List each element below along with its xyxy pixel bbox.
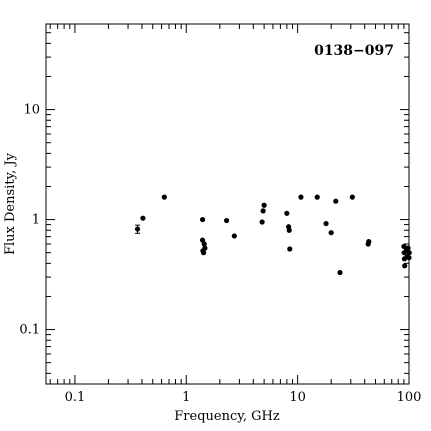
data-point: [349, 194, 355, 200]
data-point: [260, 208, 266, 214]
y-tick-label: 0.1: [19, 323, 40, 338]
data-point: [287, 246, 293, 252]
data-markers: [134, 194, 412, 276]
data-point: [333, 198, 339, 204]
y-axis-label: Flux Density, Jy: [3, 152, 18, 255]
data-point: [406, 250, 412, 256]
data-point: [223, 217, 230, 224]
plot-frame: [45, 23, 410, 385]
data-point: [201, 241, 207, 247]
x-tick-label: 1: [182, 390, 190, 405]
x-axis-label: Frequency, GHz: [174, 409, 280, 424]
x-tick-label: 10: [289, 390, 306, 405]
data-point: [405, 245, 411, 251]
axis-tick-labels: 0.1 1 10 100 0.1 1 10: [19, 103, 421, 405]
data-point: [323, 220, 329, 227]
data-point: [231, 233, 237, 239]
data-point: [199, 216, 206, 223]
data-point: [406, 255, 412, 261]
data-point: [200, 250, 207, 256]
data-point: [314, 194, 320, 200]
data-point: [298, 194, 304, 200]
data-point: [337, 269, 343, 276]
data-point: [140, 215, 146, 221]
source-label: 0138−097: [314, 43, 394, 59]
y-tick-label: 10: [23, 103, 40, 118]
data-point: [402, 263, 408, 269]
data-point: [134, 226, 141, 232]
data-point: [259, 219, 265, 225]
x-tick-label: 0.1: [65, 390, 86, 405]
axis-ticks: [46, 23, 410, 384]
data-point: [328, 230, 334, 236]
x-tick-label: 100: [397, 390, 422, 405]
data-point: [284, 210, 290, 216]
data-point: [366, 239, 372, 245]
data-point: [286, 227, 292, 233]
y-tick-label: 1: [32, 213, 40, 228]
data-point: [202, 245, 208, 251]
data-point: [161, 194, 167, 200]
data-point: [261, 202, 267, 208]
